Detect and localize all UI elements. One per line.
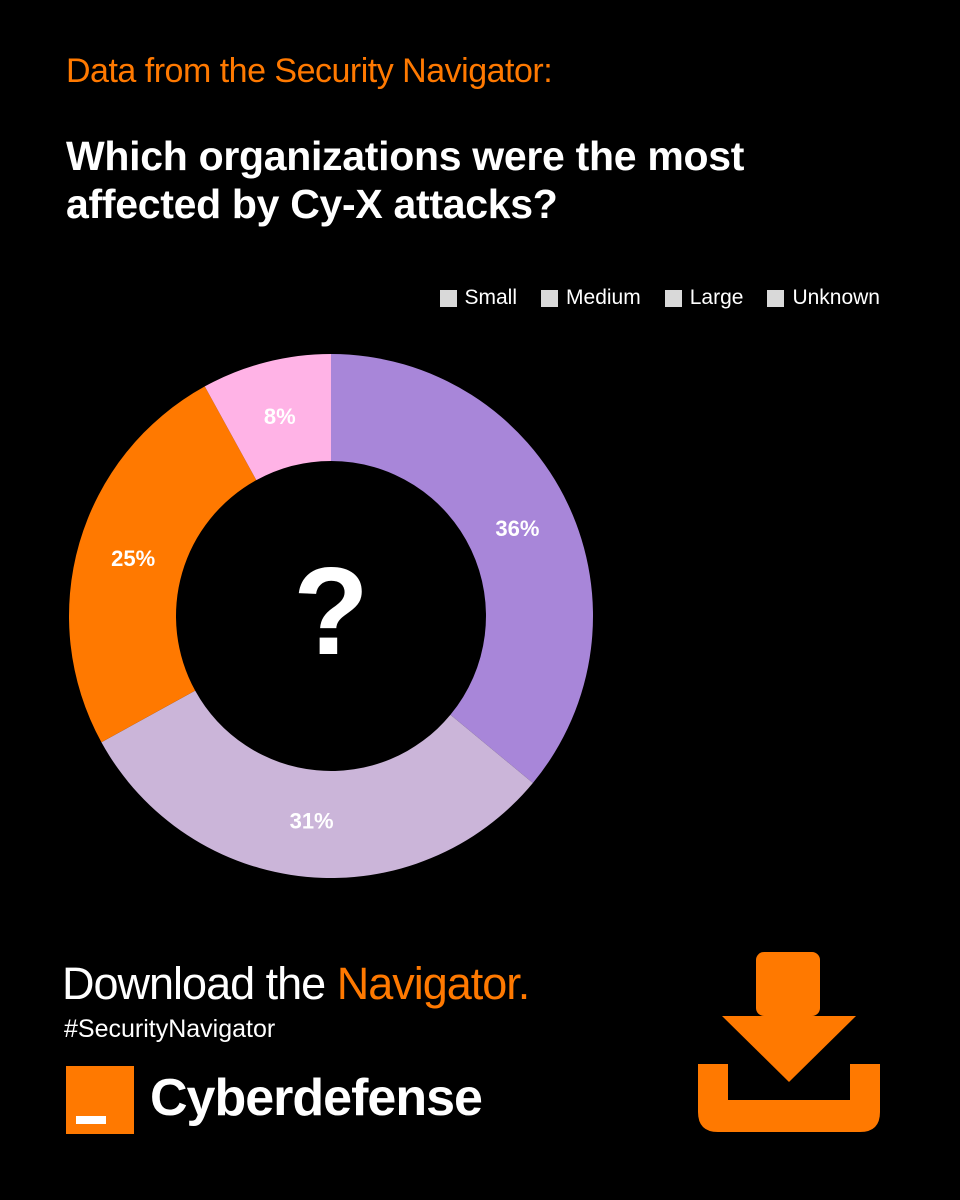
legend-item-large: Large	[664, 286, 744, 310]
legend-item-unknown: Unknown	[767, 286, 880, 310]
donut-chart: 36% 31% 25% 8%	[69, 354, 593, 878]
download-icon[interactable]	[696, 950, 882, 1136]
chart-legend: Small Medium Large Unknown	[439, 286, 880, 310]
legend-label: Small	[464, 286, 518, 309]
cta-accent: Navigator.	[336, 958, 531, 1009]
slice-label-0: 36%	[495, 516, 539, 541]
legend-swatch	[439, 289, 457, 307]
question-mark: ?	[293, 543, 369, 681]
legend-item-medium: Medium	[541, 286, 641, 310]
donut-slice-2	[69, 386, 257, 743]
donut-slice-1	[101, 690, 533, 878]
brand-name: Cyberdefense	[150, 1069, 483, 1127]
legend-item-small: Small	[439, 286, 518, 310]
cta-prefix: Download the	[62, 958, 337, 1009]
legend-swatch	[541, 289, 559, 307]
slice-label-3: 8%	[264, 404, 296, 429]
legend-swatch	[664, 289, 682, 307]
page-title: Which organizations were the most affect…	[66, 133, 745, 227]
donut-slice-0	[331, 354, 593, 784]
eyebrow-text: Data from the Security Navigator:	[66, 52, 553, 90]
legend-label: Large	[689, 286, 744, 309]
hashtag: #SecurityNavigator	[64, 1015, 276, 1043]
legend-label: Medium	[566, 286, 641, 309]
legend-label: Unknown	[792, 286, 880, 309]
slice-label-1: 31%	[290, 809, 334, 834]
download-cta[interactable]: Download the Navigator.	[62, 958, 531, 1010]
orange-logo-icon	[66, 1066, 134, 1134]
legend-swatch	[767, 289, 785, 307]
slice-label-2: 25%	[111, 546, 155, 571]
donut-slice-3	[204, 354, 331, 481]
